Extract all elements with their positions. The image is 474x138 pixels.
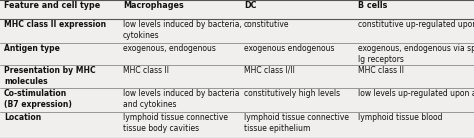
Text: Co-stimulation
(B7 expression): Co-stimulation (B7 expression) [4,89,72,109]
Text: Location: Location [4,113,41,122]
Text: exogenous, endogenous via specific
Ig receptors: exogenous, endogenous via specific Ig re… [358,44,474,64]
Text: constitutive up-regulated upon activation: constitutive up-regulated upon activatio… [358,20,474,29]
Text: DC: DC [244,1,256,10]
Text: Macrophages: Macrophages [123,1,183,10]
Text: MHC class I/II: MHC class I/II [244,66,295,75]
Text: low levels induced by bacteria,
cytokines: low levels induced by bacteria, cytokine… [123,20,242,40]
Text: lymphoid tissue connective
tissue epithelium: lymphoid tissue connective tissue epithe… [244,113,349,133]
Text: MHC class II expression: MHC class II expression [4,20,106,29]
Text: low levels induced by bacteria
and cytokines: low levels induced by bacteria and cytok… [123,89,239,109]
Text: exogenous, endogenous: exogenous, endogenous [123,44,216,53]
Text: lymphoid tissue connective
tissue body cavities: lymphoid tissue connective tissue body c… [123,113,228,133]
Text: constitutive: constitutive [244,20,290,29]
Text: constitutively high levels: constitutively high levels [244,89,340,98]
Text: Feature and cell type: Feature and cell type [4,1,100,10]
Text: Presentation by MHC
molecules: Presentation by MHC molecules [4,66,96,86]
Text: B cells: B cells [358,1,387,10]
Text: Antigen type: Antigen type [4,44,60,53]
Text: lymphoid tissue blood: lymphoid tissue blood [358,113,442,122]
Text: low levels up-regulated upon activation: low levels up-regulated upon activation [358,89,474,98]
Text: exogenous endogenous: exogenous endogenous [244,44,334,53]
Text: MHC class II: MHC class II [358,66,404,75]
Text: MHC class II: MHC class II [123,66,169,75]
